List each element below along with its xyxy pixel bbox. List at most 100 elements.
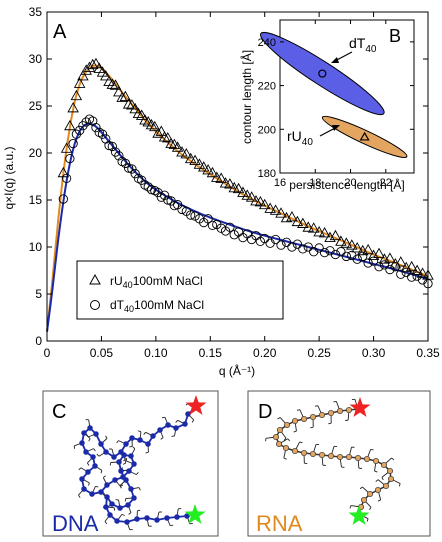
base-tip (310, 426, 314, 429)
legend-box (76, 260, 284, 320)
base-tip (314, 405, 318, 407)
inset-y-axis-label: contour length [Å] (239, 50, 254, 144)
circle-point (120, 158, 131, 168)
base-tip (105, 435, 108, 439)
bead (300, 415, 308, 423)
bead (336, 453, 344, 461)
bead (81, 430, 87, 436)
circle-point (107, 141, 117, 152)
triangle-point (405, 260, 418, 272)
triangle-point (351, 242, 364, 253)
bead (118, 468, 124, 474)
circle-point (270, 234, 281, 245)
triangle-point (135, 109, 148, 120)
triangle-point (129, 102, 141, 114)
triangle-point (86, 58, 99, 70)
base-tip (120, 484, 124, 487)
base-tip (287, 438, 291, 442)
circle-point (385, 264, 395, 275)
legend-label-ru40: rU40100mM NaCl (110, 274, 203, 290)
triangle-point (73, 77, 86, 88)
panel-label-b: B (389, 26, 401, 46)
base-tip (129, 445, 133, 448)
triangle-point (373, 247, 385, 259)
base-tip (377, 499, 381, 502)
rna-label: RNA (256, 511, 303, 536)
circle-point (330, 249, 341, 260)
panel-label-a: A (53, 21, 67, 43)
triangle-point (254, 195, 267, 207)
circle-point (341, 251, 352, 262)
bead (98, 489, 104, 495)
base-tip (88, 482, 90, 486)
inset-x-tick-label: 16 (274, 177, 286, 189)
bead (150, 433, 156, 439)
bead (327, 409, 335, 417)
y-tick-label: 0 (35, 334, 42, 348)
base-tip (391, 457, 395, 461)
base-tip (96, 453, 100, 457)
circle-point (153, 187, 163, 198)
axis-ticks (46, 11, 429, 342)
circle-point (58, 194, 68, 204)
legend-triangle-marker (89, 273, 101, 285)
point-ru40 (359, 131, 370, 141)
triangle-point (245, 191, 258, 202)
y-tick-labels: 0 5 10 15 20 25 30 35 (29, 5, 43, 348)
base-tip (191, 419, 195, 423)
bead (79, 440, 85, 446)
triangle-point (362, 243, 374, 255)
inset-y-tick-label: 180 (258, 168, 276, 180)
triangle-point (286, 210, 298, 222)
circle-point (203, 214, 213, 224)
triangle-point (145, 118, 158, 130)
circle-point (159, 190, 170, 200)
circle-point (336, 247, 346, 257)
circle-point (186, 210, 196, 220)
triangle-point (237, 186, 249, 197)
annotation-ru40-text: rU40 (287, 128, 313, 148)
circle-point (314, 243, 324, 253)
inset-x-tick-label: 20 (344, 177, 356, 189)
x-axis-label: q (Å⁻¹) (219, 363, 255, 378)
base-tip (78, 494, 81, 498)
circle-point (225, 222, 235, 232)
triangle-point (206, 166, 219, 178)
triangle-point (197, 161, 210, 172)
base-tip (283, 437, 287, 441)
bead (85, 469, 91, 475)
triangle-point (122, 98, 135, 109)
triangle-point (275, 207, 287, 218)
bead (372, 457, 380, 465)
base-tip (109, 462, 112, 466)
legend-item-dt40: dT40100mM NaCl (90, 298, 204, 314)
y-tick-label: 25 (29, 99, 43, 113)
circle-point (287, 242, 297, 252)
triangle-point (109, 79, 122, 90)
bead (164, 515, 170, 521)
triangle-point (297, 217, 309, 228)
panel-label-d: D (258, 401, 272, 423)
legend: rU40100mM NaCl dT40100mM NaCl (76, 260, 284, 320)
base-tip (375, 479, 379, 482)
triangle-point (80, 64, 92, 75)
x-tick-label: 0.10 (144, 346, 168, 360)
circle-point (207, 220, 218, 231)
base-tip (100, 470, 103, 474)
triangle-point (77, 69, 89, 81)
bead (124, 519, 130, 525)
triangle-point (264, 202, 276, 213)
bead (380, 461, 388, 469)
circle-point (75, 125, 85, 136)
circle-point (130, 169, 140, 179)
dna-label: DNA (52, 511, 99, 536)
circle-point (97, 129, 108, 139)
circle-point (281, 237, 292, 247)
bead (81, 486, 87, 492)
confidence-ellipses (259, 31, 408, 158)
bead (291, 417, 299, 425)
triangle-point (106, 78, 119, 89)
red-star-icon (349, 397, 371, 417)
bead (165, 422, 171, 428)
